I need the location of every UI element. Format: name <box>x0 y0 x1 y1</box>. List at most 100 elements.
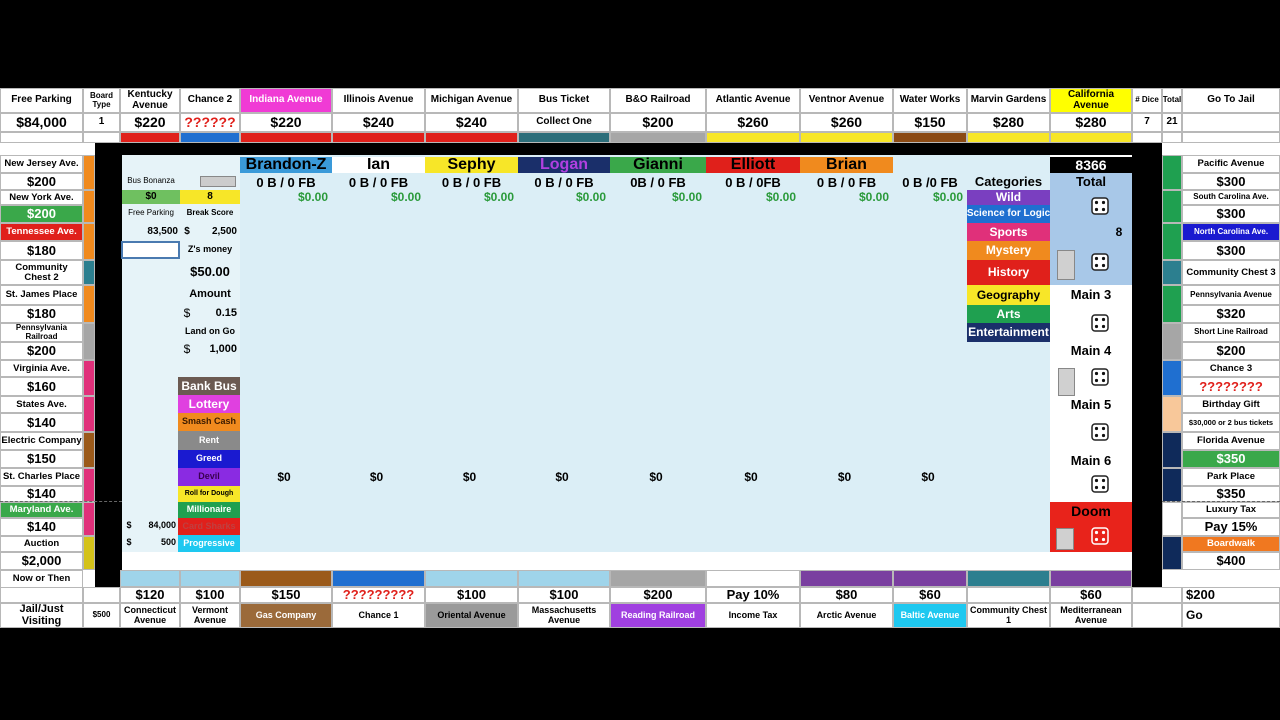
color-strip <box>800 132 893 143</box>
player-record: 0 B / 0 FB <box>348 175 409 190</box>
die-icon <box>1091 475 1109 493</box>
roll-button[interactable] <box>1057 250 1075 280</box>
category[interactable]: Arts <box>967 305 1050 323</box>
roll-button[interactable] <box>200 176 236 187</box>
space-name: Baltic Avenue <box>893 603 967 628</box>
label: Z's money <box>187 244 233 255</box>
player-record: 0 B / 0 FB <box>441 175 502 190</box>
game-button[interactable]: Greed <box>178 450 240 468</box>
category[interactable]: History <box>967 260 1050 285</box>
color-strip <box>610 132 706 143</box>
player-record: 0 B /0 FB <box>902 175 958 190</box>
currency: $ <box>126 537 132 548</box>
category[interactable]: Science for Logic <box>967 205 1050 223</box>
space-price: $280 <box>967 113 1050 132</box>
space-price: Pay 15% <box>1182 518 1280 536</box>
space-name: Indiana Avenue <box>240 88 332 113</box>
space-name: Now or Then <box>0 570 83 588</box>
game-button[interactable]: Roll for Dough <box>178 486 240 502</box>
color-strip <box>83 190 95 223</box>
space-name: Connecticut Avenue <box>120 603 180 628</box>
space-price: $200 <box>1182 342 1280 360</box>
color-strip <box>1132 132 1162 143</box>
game-button[interactable]: Lottery <box>178 395 240 413</box>
space-price: $150 <box>0 450 83 468</box>
space-price: $180 <box>0 241 83 260</box>
color-strip <box>83 132 120 143</box>
space-name: Water Works <box>893 88 967 113</box>
color-strip <box>83 360 95 396</box>
category[interactable]: Geography <box>967 285 1050 305</box>
player-record: 0 B / 0 FB <box>534 175 594 190</box>
space-name: Reading Railroad <box>610 603 706 628</box>
space-name: Kentucky Avenue <box>120 88 180 113</box>
space-name: Short Line Railroad <box>1182 323 1280 342</box>
play-area <box>122 155 1050 552</box>
color-strip <box>425 132 518 143</box>
value: 8 <box>180 190 240 204</box>
space-name: Vermont Avenue <box>180 603 240 628</box>
name-row-blank <box>1132 603 1182 628</box>
space-price: $220 <box>120 113 180 132</box>
space-price: $160 <box>0 377 83 396</box>
space-name: South Carolina Ave. <box>1182 190 1280 205</box>
player-name: Sephy <box>425 157 518 173</box>
currency: $ <box>126 520 132 531</box>
category[interactable]: Sports <box>967 223 1050 241</box>
game-button[interactable]: Smash Cash <box>178 413 240 431</box>
space-name: Mediterranean Avenue <box>1050 603 1132 628</box>
game-button[interactable]: Devil <box>178 468 240 486</box>
space-price: $200 <box>0 342 83 360</box>
die-icon <box>1091 423 1109 441</box>
player-record: 0 B / 0FB <box>725 175 781 190</box>
roll-button[interactable] <box>1056 528 1074 550</box>
space-price: $60 <box>1050 587 1132 603</box>
player-total: $0 <box>555 470 569 485</box>
space-price: ????????? <box>332 587 425 603</box>
space-name: Oriental Avenue <box>425 603 518 628</box>
color-strip <box>83 323 95 360</box>
category[interactable]: Wild <box>967 190 1050 205</box>
game-button[interactable]: Card Sharks <box>178 518 240 535</box>
player-record: 0 B / 0 FB <box>256 175 316 190</box>
space-name: Bus Ticket <box>518 88 610 113</box>
color-strip <box>518 570 610 587</box>
space-price <box>1182 113 1280 132</box>
space-name: Pacific Avenue <box>1182 155 1280 173</box>
player-cash: $0.00 <box>932 190 963 205</box>
category[interactable]: Mystery <box>967 241 1050 260</box>
label: Free Parking <box>128 208 174 218</box>
value: 2,500 <box>211 226 237 238</box>
game-button[interactable]: Bank Bus <box>178 377 240 395</box>
space-name: Maryland Ave. <box>0 502 83 518</box>
color-strip <box>518 132 610 143</box>
category[interactable]: Entertainment <box>967 323 1050 342</box>
dashed-line <box>1162 501 1280 502</box>
space-price: $140 <box>0 413 83 432</box>
space-name: Pennsylvania Railroad <box>0 323 83 342</box>
game-button[interactable]: Progressive <box>178 535 240 552</box>
player-cash: $0.00 <box>671 190 702 205</box>
color-strip <box>1162 132 1182 143</box>
die-icon <box>1091 368 1109 386</box>
frame-top <box>95 143 1162 155</box>
value: $0 <box>122 190 180 204</box>
game-button[interactable]: Rent <box>178 431 240 450</box>
die <box>1091 253 1109 271</box>
color-strip <box>240 132 332 143</box>
player-cash: $0.00 <box>297 190 328 205</box>
doom-label: Doom <box>1071 503 1111 519</box>
space-price: Pay 10% <box>706 587 800 603</box>
selected-cell[interactable] <box>121 241 180 259</box>
die-icon <box>1091 527 1109 545</box>
space-name: Go To Jail <box>1182 88 1280 113</box>
space-price: $180 <box>0 305 83 323</box>
space-price <box>83 587 120 603</box>
color-strip <box>332 132 425 143</box>
roll-button[interactable] <box>1058 368 1075 396</box>
color-strip <box>83 285 95 323</box>
frame-left <box>95 143 122 603</box>
space-price: 21 <box>1162 113 1182 132</box>
game-button[interactable]: Millionaire <box>178 502 240 518</box>
die <box>1091 423 1109 441</box>
